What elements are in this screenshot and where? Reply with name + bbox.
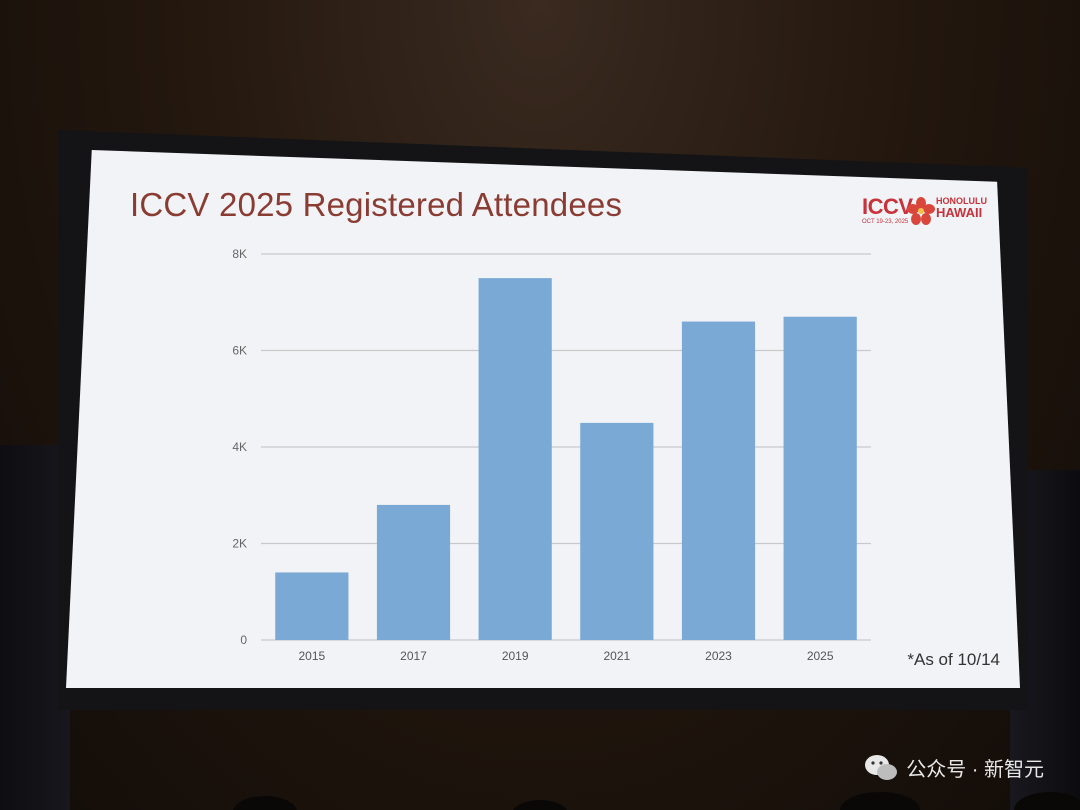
y-tick-label: 4K <box>232 440 247 454</box>
x-tick-label: 2021 <box>603 649 630 663</box>
y-tick-label: 2K <box>232 537 247 551</box>
hibiscus-icon <box>907 197 935 225</box>
logo-location-line2: HAWAII <box>936 205 983 220</box>
footnote: *As of 10/14 <box>907 650 1000 669</box>
logo-wordmark: ICCV <box>862 194 913 219</box>
bar-2015 <box>275 572 349 640</box>
logo-location-line1: HONOLULU <box>936 196 987 206</box>
logo-location: HONOLULU HAWAII <box>936 196 987 219</box>
y-tick-label: 6K <box>232 344 247 358</box>
bar-chart: 0 2K 4K 6K 8K 2015 2017 2019 2021 2023 2025 <box>232 247 871 663</box>
slide: ICCV 2025 Registered Attendees ICCV HONO… <box>66 150 1020 688</box>
x-tick-label: 2019 <box>502 649 529 663</box>
y-tick-label: 0 <box>240 633 247 647</box>
watermark-text: 公众号 · 新智元 <box>906 759 1044 781</box>
audience-silhouettes <box>233 792 1080 810</box>
x-tick-label: 2025 <box>807 649 834 663</box>
slide-title: ICCV 2025 Registered Attendees <box>130 186 623 223</box>
x-tick-label: 2017 <box>400 649 427 663</box>
y-tick-label: 8K <box>232 247 247 261</box>
iccv-logo: ICCV HONOLULU HAWAII OCT 19-23, 2025 <box>862 194 987 234</box>
x-tick-label: 2015 <box>298 649 325 663</box>
x-tick-label: 2023 <box>705 649 732 663</box>
watermark: 公众号 · 新智元 <box>864 753 1044 782</box>
bar-2017 <box>376 504 451 640</box>
logo-dates: OCT 19-23, 2025 <box>862 219 909 225</box>
bar-2023 <box>681 321 756 640</box>
bar-2019 <box>478 278 552 640</box>
bar-2025 <box>783 316 857 640</box>
wechat-icon <box>865 754 898 780</box>
bar-2021 <box>580 422 654 640</box>
